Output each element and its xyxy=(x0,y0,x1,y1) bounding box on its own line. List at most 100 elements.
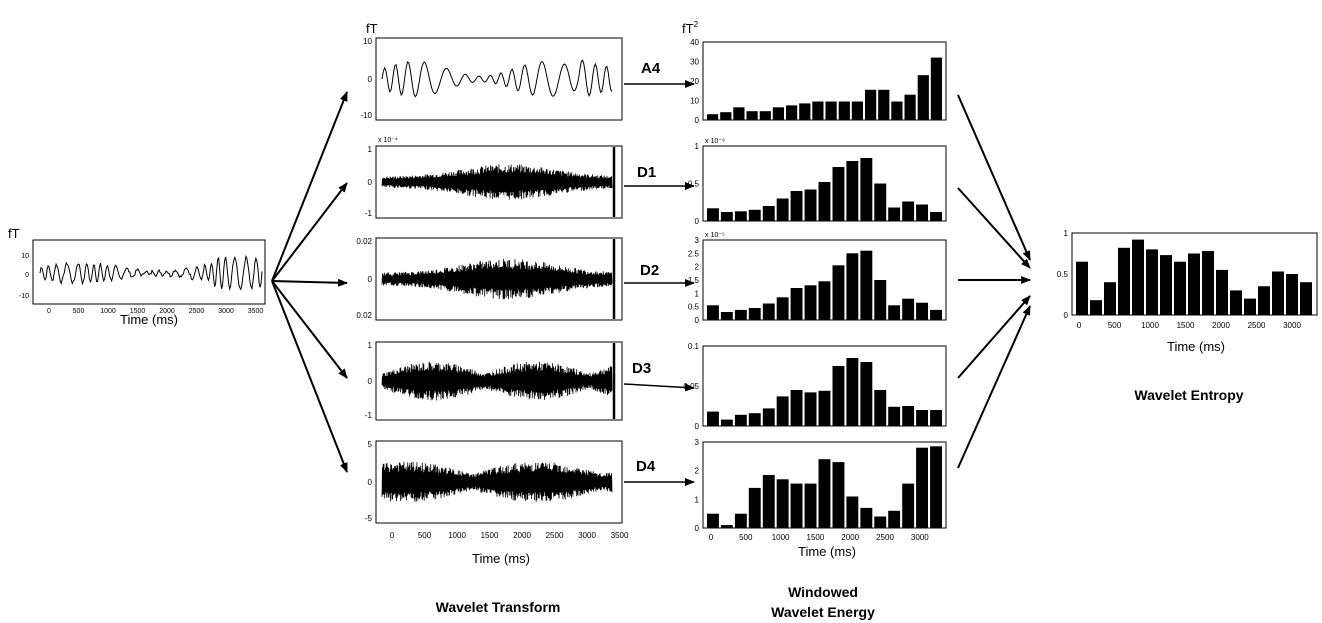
energy-bar xyxy=(838,101,850,120)
energy-ytick: 3 xyxy=(695,236,700,245)
energy-bar xyxy=(860,507,873,528)
energy-bar xyxy=(804,189,817,221)
wavelet-ytick: 10 xyxy=(363,37,372,46)
energy-bar xyxy=(790,288,803,320)
input-xtick-labels: 0 500 1000 1500 2000 2500 3000 3500 xyxy=(47,308,263,315)
wavelet-trace xyxy=(381,361,613,401)
entropy-arrows xyxy=(957,94,1031,469)
energy-bar xyxy=(720,312,733,320)
entropy-xlabel: Time (ms) xyxy=(1167,339,1225,354)
wavelet-panel-D3: 1 0 -1 xyxy=(365,341,623,421)
arrow-to-D3 xyxy=(271,280,348,379)
energy-bar xyxy=(930,212,942,221)
energy-bar xyxy=(860,250,873,320)
energy-bar xyxy=(799,103,811,120)
band-arrow-D1: D1 xyxy=(624,164,695,190)
energy-ytick: 1 xyxy=(695,142,700,151)
wavelet-trace xyxy=(381,258,613,300)
energy-chart-D3: 0.1 0.05 0 xyxy=(683,342,947,431)
energy-bar xyxy=(734,309,747,320)
energy-bar xyxy=(832,167,845,221)
band-label: D2 xyxy=(640,262,659,279)
energy-bar xyxy=(930,57,942,120)
band-arrow-D3: D3 xyxy=(623,360,695,392)
energy-bar xyxy=(917,75,929,120)
energy-bar xyxy=(902,483,915,528)
energy-bar xyxy=(748,487,761,528)
wavelet-frame xyxy=(375,341,623,421)
input-xtick: 3000 xyxy=(218,308,234,315)
arrow-from-D1 xyxy=(957,187,1031,269)
wavelet-ytick: -10 xyxy=(360,111,372,120)
energy-ytick: 1 xyxy=(695,289,700,298)
entropy-ytick: 0 xyxy=(1064,311,1069,320)
energy-ylabel: fT2 xyxy=(682,20,699,36)
energy-ytick: 2.5 xyxy=(688,249,700,258)
energy-ytick: 1.5 xyxy=(688,276,700,285)
energy-bar xyxy=(874,183,887,221)
energy-bar xyxy=(902,201,915,221)
energy-ytick: 0 xyxy=(695,316,700,325)
wavelet-exponent: x 10⁻⁴ xyxy=(378,137,398,144)
energy-bar xyxy=(707,305,719,320)
wavelet-panel-A4: 10 0 -10 xyxy=(360,37,623,121)
energy-frame xyxy=(702,41,947,121)
entropy-bar xyxy=(1286,274,1298,315)
entropy-bar xyxy=(1272,271,1284,315)
wavelet-ylabel: fT xyxy=(366,21,378,36)
input-xtick: 3500 xyxy=(248,308,264,315)
band-arrow-A4: A4 xyxy=(624,60,695,88)
energy-bar xyxy=(888,406,901,426)
energy-chart-D4: 3 2 1 0 xyxy=(695,438,947,533)
wavelet-xlabel: Time (ms) xyxy=(472,551,530,566)
wavelet-trace xyxy=(381,461,613,502)
energy-bar xyxy=(860,362,873,426)
energy-bar xyxy=(776,479,789,528)
wavelet-xtick: 1000 xyxy=(448,531,466,540)
energy-xtick: 3000 xyxy=(911,533,929,542)
wavelet-ytick: 5 xyxy=(368,440,373,449)
entropy-bar xyxy=(1216,269,1228,315)
energy-bar xyxy=(720,212,733,221)
energy-bar xyxy=(734,513,747,528)
wavelet-xtick: 0 xyxy=(390,531,395,540)
band-label: A4 xyxy=(641,60,661,77)
energy-bar xyxy=(790,191,803,221)
wavelet-frame xyxy=(375,237,623,321)
energy-bar xyxy=(825,101,837,120)
wavelet-frame xyxy=(375,37,623,121)
energy-chart-A4: 40 30 20 10 0 xyxy=(690,38,947,125)
wavelet-ytick: 0.02 xyxy=(356,311,372,320)
energy-bar xyxy=(846,358,859,426)
energy-ytick: 0.5 xyxy=(688,180,700,189)
input-ytick-mid: 0 xyxy=(25,272,29,279)
energy-ytick: 0.5 xyxy=(688,303,700,312)
energy-ytick: 2 xyxy=(695,467,700,476)
energy-xlabel: Time (ms) xyxy=(798,544,856,559)
wavelet-panel-D4: 5 0 -5 xyxy=(365,440,623,524)
arrow-from-D4 xyxy=(957,305,1031,469)
energy-bar xyxy=(902,406,915,426)
energy-bar xyxy=(916,204,928,221)
entropy-xtick: 2000 xyxy=(1212,321,1230,330)
energy-ytick: 0 xyxy=(695,422,700,431)
input-plot-frame xyxy=(32,239,266,305)
wavelet-ytick: 1 xyxy=(368,145,373,154)
input-ytick-top: 10 xyxy=(21,253,29,260)
wavelet-ytick: 0.02 xyxy=(356,237,372,246)
energy-bar xyxy=(707,513,719,528)
energy-bar xyxy=(734,414,747,426)
energy-bar xyxy=(846,496,859,528)
input-xlabel: Time (ms) xyxy=(120,312,178,327)
entropy-xtick: 1500 xyxy=(1177,321,1195,330)
energy-bar xyxy=(916,447,928,528)
energy-bar xyxy=(748,308,761,320)
energy-ytick: 0.05 xyxy=(683,382,699,391)
band-arrow-line xyxy=(623,383,695,392)
energy-xtick: 1000 xyxy=(772,533,790,542)
entropy-bar xyxy=(1090,300,1102,315)
energy-ytick: 0 xyxy=(695,217,700,226)
entropy-bar xyxy=(1118,247,1130,315)
energy-chart-D1: 1 0.5 0 x 10⁻⁹ xyxy=(688,138,947,226)
energy-bar xyxy=(930,309,942,320)
